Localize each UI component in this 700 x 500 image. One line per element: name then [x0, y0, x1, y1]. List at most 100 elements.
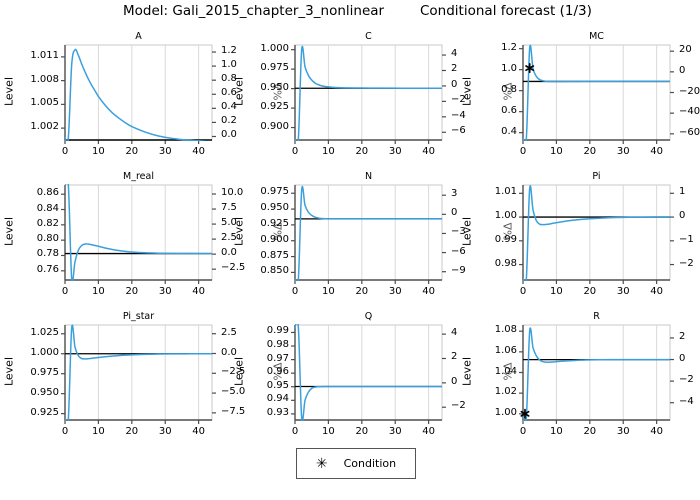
- forecast-line-pi: [523, 185, 671, 281]
- ytick-left-n-2: 0.900: [260, 233, 289, 245]
- xtick-a-0: 0: [61, 146, 69, 157]
- condition-marker-icon: ✳: [315, 455, 328, 472]
- ytick-left-pi_star-2: 0.975: [30, 366, 59, 378]
- ytick-right-pi_star-0: −7.5: [221, 405, 246, 417]
- xtick-n-1: 10: [322, 286, 335, 297]
- xtick-mc-1: 10: [550, 146, 563, 157]
- ytick-right-n-1: −6: [451, 245, 466, 257]
- ytick-right-pi-1: −1: [679, 233, 694, 245]
- panel-title-r: R: [593, 311, 600, 322]
- ytick-right-mc-4: 20: [679, 44, 692, 56]
- ytick-left-q-0: 0.93: [266, 406, 289, 418]
- ytick-right-mc-2: −20: [679, 85, 700, 97]
- ytick-right-mc-1: −40: [679, 106, 700, 118]
- forecast-line-pi_star: [65, 324, 213, 421]
- y-axis-label-left-a: Level: [2, 76, 16, 106]
- ytick-right-n-2: −3: [451, 226, 466, 238]
- forecast-line-mc: [523, 44, 670, 141]
- ytick-right-c-2: −2: [451, 94, 466, 106]
- panel-title-pi: Pi: [592, 171, 601, 182]
- ytick-right-a-4: 0.8: [221, 73, 237, 85]
- xtick-c-4: 40: [422, 146, 435, 157]
- xtick-q-3: 30: [388, 426, 402, 437]
- ytick-left-c-0: 0.900: [260, 120, 289, 132]
- ytick-right-pi_star-3: 0.0: [221, 346, 237, 358]
- xtick-mc-2: 20: [583, 146, 597, 157]
- forecast-title: Conditional forecast (1/3): [420, 3, 592, 19]
- xtick-a-2: 20: [125, 146, 139, 157]
- ytick-right-r-1: −2: [679, 374, 694, 386]
- xtick-pi_star-3: 30: [158, 426, 172, 437]
- ytick-right-r-0: −4: [679, 395, 694, 407]
- page-title: Model: Gali_2015_chapter_3_nonlinear: [123, 3, 385, 19]
- ytick-left-mc-4: 1.2: [501, 41, 517, 53]
- forecast-line-n: [295, 185, 442, 281]
- y-axis-label-left-mc: Level: [460, 76, 474, 106]
- y-axis-label-right-a: %Δ: [271, 82, 285, 100]
- xtick-n-0: 0: [291, 286, 299, 297]
- ytick-left-m_real-1: 0.78: [36, 248, 59, 260]
- xtick-m_real-1: 10: [92, 286, 105, 297]
- ytick-left-n-1: 0.875: [260, 249, 289, 261]
- ytick-right-a-1: 0.2: [221, 115, 237, 127]
- ytick-left-pi-2: 1.00: [494, 210, 517, 222]
- ytick-right-pi_star-1: −5.0: [221, 386, 246, 398]
- xtick-pi-2: 20: [583, 286, 597, 297]
- ytick-right-c-3: 0: [451, 78, 458, 90]
- ytick-right-m_real-3: 5.0: [221, 217, 237, 229]
- ytick-right-q-2: 2: [451, 351, 458, 363]
- ytick-left-pi_star-0: 0.925: [30, 406, 59, 418]
- ytick-left-a-0: 1.002: [30, 121, 59, 133]
- xtick-q-2: 20: [355, 426, 369, 437]
- xtick-mc-0: 0: [519, 146, 527, 157]
- ytick-right-a-3: 0.6: [221, 87, 237, 99]
- ytick-left-mc-0: 0.4: [501, 125, 517, 137]
- xtick-c-1: 10: [322, 146, 335, 157]
- ytick-right-a-5: 1.0: [221, 59, 237, 71]
- xtick-r-2: 20: [583, 426, 597, 437]
- ytick-right-pi-3: 1: [679, 186, 686, 198]
- ytick-left-r-1: 1.02: [494, 386, 517, 398]
- ytick-left-pi-3: 1.01: [494, 186, 517, 198]
- ytick-right-n-3: 0: [451, 207, 458, 219]
- ytick-left-mc-3: 1.0: [501, 62, 517, 74]
- ytick-right-n-4: 3: [451, 188, 458, 200]
- xtick-a-1: 10: [92, 146, 105, 157]
- y-axis-label-left-pi: Level: [460, 216, 474, 246]
- xtick-c-3: 30: [388, 146, 402, 157]
- ytick-left-a-2: 1.008: [30, 73, 59, 85]
- ytick-right-pi-2: 0: [679, 210, 686, 222]
- xtick-pi_star-4: 40: [192, 426, 205, 437]
- ytick-left-a-1: 1.005: [30, 97, 59, 109]
- xtick-c-2: 20: [355, 146, 369, 157]
- legend-label-condition: Condition: [343, 457, 397, 470]
- ytick-left-pi_star-1: 0.950: [30, 386, 59, 398]
- ytick-right-a-2: 0.4: [221, 101, 237, 113]
- xtick-n-3: 30: [388, 286, 402, 297]
- ytick-left-n-4: 0.950: [260, 202, 289, 214]
- ytick-right-c-5: 4: [451, 48, 458, 60]
- xtick-q-0: 0: [291, 426, 299, 437]
- xtick-mc-3: 30: [616, 146, 630, 157]
- ytick-left-c-4: 1.000: [260, 42, 289, 54]
- ytick-left-q-2: 0.95: [266, 379, 289, 391]
- y-axis-label-left-r: Level: [460, 356, 474, 386]
- ytick-right-mc-3: 0: [679, 64, 686, 76]
- ytick-right-m_real-0: −2.5: [221, 262, 246, 274]
- xtick-mc-4: 40: [650, 146, 663, 157]
- legend: ✳ Condition: [296, 448, 416, 479]
- xtick-m_real-0: 0: [61, 286, 69, 297]
- ytick-left-m_real-5: 0.86: [36, 187, 59, 199]
- ytick-right-r-2: 0: [679, 352, 686, 364]
- forecast-line-a: [65, 48, 213, 141]
- ytick-left-a-3: 1.011: [30, 49, 59, 61]
- xtick-pi-1: 10: [550, 286, 563, 297]
